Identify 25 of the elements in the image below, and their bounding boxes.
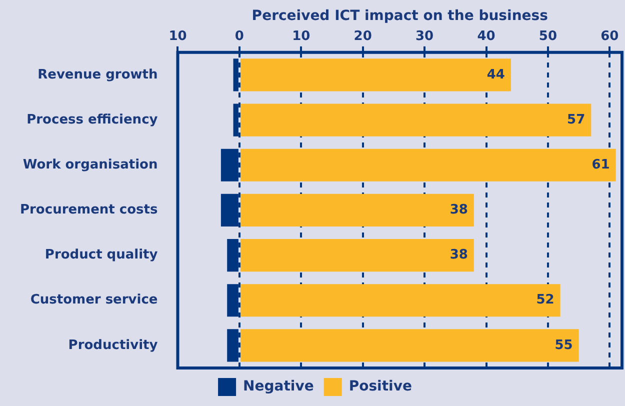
legend-label: Positive	[348, 378, 412, 395]
y-tick-label: Work organisation	[22, 157, 158, 172]
x-tick-label: 0	[234, 28, 244, 44]
x-tick-label: 10	[292, 28, 310, 44]
x-axis-title: Perceived ICT impact on the business	[252, 8, 548, 24]
data-label: 57	[567, 112, 586, 128]
data-label: 38	[450, 248, 468, 263]
legend-label: Negative	[243, 378, 314, 395]
y-tick-label: Procurement costs	[20, 202, 158, 218]
x-tick-label: 10	[168, 28, 187, 44]
y-tick-label: Revenue growth	[38, 67, 158, 82]
x-tick-label: 20	[354, 28, 372, 44]
x-tick-label: 60	[600, 28, 619, 44]
data-label: 38	[450, 202, 468, 218]
data-label: 52	[536, 292, 554, 308]
x-tick-label: 40	[477, 28, 496, 44]
x-tick-label: 50	[538, 28, 558, 44]
y-tick-label: Product quality	[44, 248, 158, 263]
data-label: 55	[554, 338, 573, 353]
x-tick-label: 30	[416, 28, 434, 44]
data-label: 61	[592, 157, 610, 172]
data-label: 44	[486, 67, 505, 82]
y-tick-label: Customer service	[30, 292, 158, 308]
y-tick-label: Process efficiency	[26, 112, 158, 128]
y-tick-label: Productivity	[68, 338, 158, 353]
